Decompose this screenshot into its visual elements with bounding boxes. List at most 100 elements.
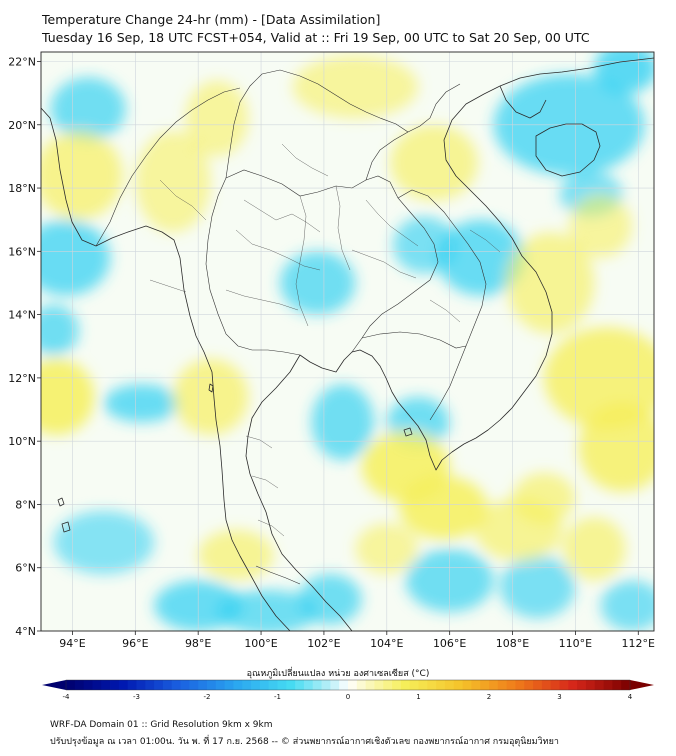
warming-area: [389, 124, 478, 201]
colorbar-min-extend: [42, 680, 66, 690]
colorbar-segment: [418, 680, 428, 690]
colorbar-segment: [489, 680, 499, 690]
colorbar-tick-label: 1: [416, 693, 420, 700]
colorbar-segment: [462, 680, 472, 690]
lon-tick-label: 96°E: [122, 637, 148, 650]
warming-area: [135, 131, 211, 233]
colorbar-segment: [348, 680, 358, 690]
colorbar-segment: [559, 680, 569, 690]
colorbar-segment: [242, 680, 252, 690]
colorbar-segment: [303, 680, 314, 690]
cooling-area: [217, 589, 318, 631]
lon-tick-label: 94°E: [59, 637, 85, 650]
colorbar-segment: [92, 680, 102, 690]
colorbar-segment: [83, 680, 93, 690]
colorbar-segment: [321, 680, 331, 690]
lon-tick-label: 98°E: [185, 637, 211, 650]
lat-tick-label: 20°N: [8, 119, 36, 132]
colorbar-segment: [506, 680, 516, 690]
warming-area: [399, 475, 488, 540]
lon-tick-label: 106°E: [433, 637, 466, 650]
colorbar-segment: [541, 680, 552, 690]
colorbar-segment: [585, 680, 596, 690]
colorbar-tick-label: 2: [487, 693, 491, 700]
colorbar-max-extend: [630, 680, 654, 690]
colorbar-segment: [162, 680, 173, 690]
colorbar-segment: [577, 680, 587, 690]
longitude-ticks: 94°E 96°E 98°E 100°E 102°E 104°E 106°E 108°E 110…: [59, 631, 655, 650]
colorbar-segment: [594, 680, 604, 690]
lat-tick-label: 8°N: [15, 498, 36, 511]
colorbar-segment: [339, 680, 349, 690]
colorbar-segment: [497, 680, 508, 690]
colorbar-segment: [233, 680, 243, 690]
map-title: Temperature Change 24-hr (mm) - [Data As…: [42, 12, 381, 27]
colorbar-segment: [207, 680, 217, 690]
lat-tick-label: 6°N: [15, 562, 36, 575]
colorbar-tick-label: 3: [557, 693, 561, 700]
colorbar-segment: [189, 680, 199, 690]
colorbar-segment: [568, 680, 578, 690]
lat-tick-label: 12°N: [8, 372, 36, 385]
colorbar: -4 -3 -2 -1 0 1 2 3 4: [42, 679, 654, 700]
colorbar-segment: [215, 680, 226, 690]
lon-tick-label: 112°E: [622, 637, 655, 650]
colorbar-segment: [524, 680, 534, 690]
country-borders: [95, 69, 487, 585]
colorbar-segment: [603, 680, 613, 690]
colorbar-segment: [533, 680, 543, 690]
lat-tick-label: 22°N: [8, 55, 36, 68]
colorbar-segment: [621, 680, 631, 690]
lon-tick-label: 108°E: [496, 637, 529, 650]
latitude-ticks: 22°N 20°N 18°N 16°N 14°N 12°N 10°N 8°N 6°N 4°N: [8, 55, 41, 638]
colorbar-segment: [268, 680, 278, 690]
colorbar-segment: [110, 680, 120, 690]
province-borders: [149, 143, 501, 537]
colorbar-tick-label: 4: [628, 693, 633, 700]
colorbar-outline: [65, 679, 631, 691]
warming-area: [569, 194, 632, 258]
colorbar-segment: [277, 680, 287, 690]
colorbar-segment: [145, 680, 155, 690]
cooling-area: [41, 305, 79, 356]
temperature-change-map: 22°N 20°N 18°N 16°N 14°N 12°N 10°N 8°N 6°N 4°N 94…: [8, 51, 655, 700]
cooling-area: [50, 77, 126, 141]
map-subtitle: Tuesday 16 Sep, 18 UTC FCST+054, Valid a…: [42, 30, 590, 45]
colorbar-segment: [312, 680, 322, 690]
colorbar-segment: [409, 680, 419, 690]
cooling-area: [600, 580, 654, 631]
warming-area: [185, 80, 249, 157]
warming-area: [173, 358, 249, 435]
colorbar-segment: [453, 680, 463, 690]
cooling-area: [41, 219, 111, 296]
colorbar-segment: [259, 680, 270, 690]
cooling-area: [298, 574, 362, 625]
colorbar-tick-label: 0: [346, 693, 350, 700]
footer-credit: ปรับปรุงข้อมูล ณ เวลา 01:00น. วัน พ. ที่…: [50, 737, 559, 747]
warming-area: [506, 232, 595, 334]
footer-model-info: WRF-DA Domain 01 :: Grid Resolution 9km …: [50, 720, 273, 730]
colorbar-segment: [374, 680, 384, 690]
lon-tick-label: 110°E: [559, 637, 592, 650]
colorbar-segment: [224, 680, 234, 690]
colorbar-segment: [356, 680, 367, 690]
colorbar-segment: [444, 680, 455, 690]
colorbar-segment: [515, 680, 525, 690]
colorbar-segment: [101, 680, 111, 690]
warming-area: [198, 529, 274, 581]
colorbar-segment: [180, 680, 190, 690]
warming-area: [512, 472, 576, 524]
colorbar-segment: [171, 680, 181, 690]
colorbar-segment: [427, 680, 437, 690]
graticule: [41, 52, 654, 631]
plot-frame: [40, 51, 655, 632]
cooling-area: [279, 251, 356, 315]
lat-tick-label: 4°N: [15, 625, 36, 638]
warming-area: [562, 517, 626, 581]
lat-tick-label: 14°N: [8, 309, 36, 322]
cooling-area: [103, 384, 180, 423]
colorbar-segment: [436, 680, 446, 690]
colorbar-segment: [330, 680, 340, 690]
colorbar-segment: [286, 680, 296, 690]
cooling-area: [53, 510, 155, 575]
